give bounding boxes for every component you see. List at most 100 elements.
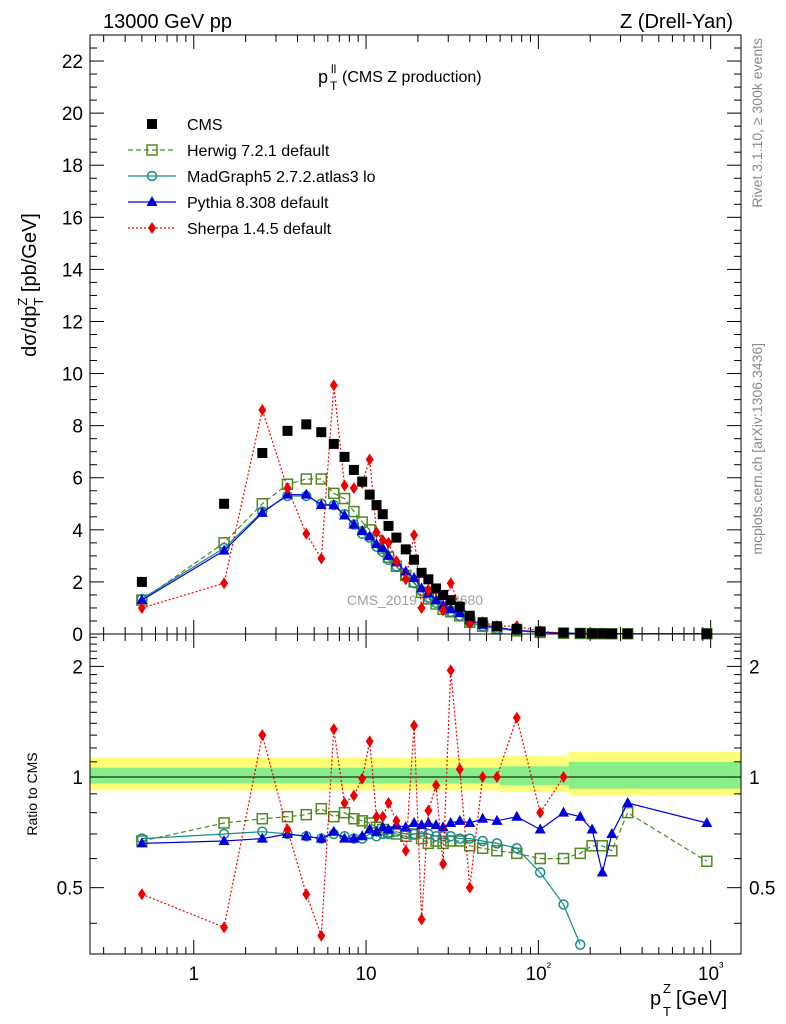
data-point	[423, 574, 434, 585]
data-point	[575, 628, 586, 639]
xlabel-sub: T	[663, 1004, 671, 1019]
y-tick-label: 6	[72, 469, 83, 490]
ratio-point	[348, 832, 360, 843]
ratio-point	[377, 821, 389, 832]
data-point	[454, 601, 465, 612]
xlabel-rest: [GeV]	[676, 988, 727, 1010]
data-point	[416, 567, 427, 578]
ratio-point	[491, 838, 503, 849]
data-point	[316, 427, 327, 438]
y-tick-label: 8	[72, 417, 83, 438]
ratio-point	[477, 812, 489, 823]
ratio-point	[417, 913, 426, 926]
ratio-point	[437, 837, 449, 850]
ratio-frame	[89, 633, 742, 955]
data-point	[329, 379, 338, 392]
ratio-point	[454, 833, 466, 844]
data-point	[136, 594, 148, 605]
ratio-point	[300, 830, 312, 841]
series-cms	[136, 419, 712, 639]
header-right: Z (Drell-Yan)	[620, 11, 733, 33]
y-tick-label: 18	[62, 156, 83, 177]
ratio-point	[606, 827, 618, 838]
legend-marker	[146, 144, 158, 156]
ratio-point	[218, 817, 230, 829]
ratio-point	[220, 921, 229, 934]
main-title-sup: ll	[331, 62, 336, 76]
y-tick-label: 16	[62, 208, 83, 229]
ratio-point	[596, 866, 608, 877]
legend-item: CMS	[147, 117, 223, 134]
ratio-axes: 1 10 10² 10³ 0.5 0.5 1 1 2 2	[57, 634, 775, 985]
ratio-point	[339, 832, 351, 843]
uncertainty-band-inner	[500, 766, 569, 786]
series-madgraph5	[136, 490, 586, 639]
ratio-point	[372, 810, 381, 823]
ratio-point	[557, 852, 570, 865]
ratio-series-sherpa	[137, 664, 568, 942]
ratio-point	[586, 823, 598, 834]
data-point	[400, 544, 411, 555]
data-point	[378, 534, 387, 547]
y-tick-label: 0	[72, 625, 83, 646]
data-point	[431, 583, 442, 594]
data-point	[282, 425, 293, 436]
data-point	[348, 464, 359, 475]
ratio-point	[364, 823, 376, 834]
data-point	[383, 520, 394, 531]
legend-label: Sherpa 1.4.5 default	[187, 221, 332, 238]
legend-label: Pythia 8.308 default	[187, 195, 329, 212]
x-tick-label: 10³	[698, 959, 724, 985]
data-point	[364, 530, 376, 541]
ratio-point	[536, 806, 545, 819]
y-tick-label-right: 1	[749, 768, 760, 789]
data-point	[445, 603, 457, 614]
ratio-point	[430, 819, 442, 830]
data-point	[409, 554, 420, 565]
ratio-point	[356, 830, 368, 841]
legend-marker	[147, 119, 157, 129]
ratio-point	[422, 816, 434, 827]
data-point	[256, 506, 268, 517]
data-point	[300, 473, 313, 485]
data-point	[491, 621, 502, 632]
data-point	[417, 601, 426, 614]
ratio-point	[574, 810, 586, 821]
ratio-point	[478, 771, 487, 784]
legend-label: CMS	[187, 117, 223, 134]
legend-marker	[146, 196, 158, 206]
ratio-point	[328, 810, 340, 823]
x-tick-label: 10	[355, 964, 376, 985]
ratio-point	[437, 821, 449, 832]
mcplots-label: mcplots.cern.ch [arXiv:1306.3436]	[749, 343, 765, 555]
series-pythia	[136, 488, 713, 638]
main-title-p: p	[318, 67, 328, 87]
legend-label: MadGraph5 2.7.2.atlas3 lo	[187, 169, 376, 186]
data-point	[437, 599, 449, 610]
main-ylabel: dσ/dpZT [pb/GeV]	[15, 213, 46, 357]
ratio-point	[439, 857, 448, 870]
y-tick-label: 10	[62, 365, 83, 386]
y-tick-label: 0.5	[57, 879, 83, 900]
data-point	[383, 549, 395, 560]
ratio-point	[465, 881, 474, 894]
ratio-point	[558, 806, 570, 817]
data-point	[558, 627, 569, 638]
ratio-point	[256, 832, 268, 843]
x-tick-exp: ³	[719, 959, 724, 974]
data-point	[424, 583, 433, 596]
header-left: 13000 GeV pp	[103, 11, 232, 33]
y-tick-label-right: 0.5	[749, 879, 775, 900]
ratio-point	[283, 823, 292, 836]
ratio-point	[606, 845, 618, 857]
ratio-point	[315, 802, 328, 815]
ratio-point	[218, 834, 230, 845]
data-point	[416, 582, 428, 593]
data-point	[328, 499, 340, 510]
ratio-point	[315, 832, 327, 843]
ratio-point	[455, 763, 464, 776]
ratio-point	[302, 888, 311, 901]
data-point	[218, 544, 230, 555]
ratio-point	[137, 888, 146, 901]
